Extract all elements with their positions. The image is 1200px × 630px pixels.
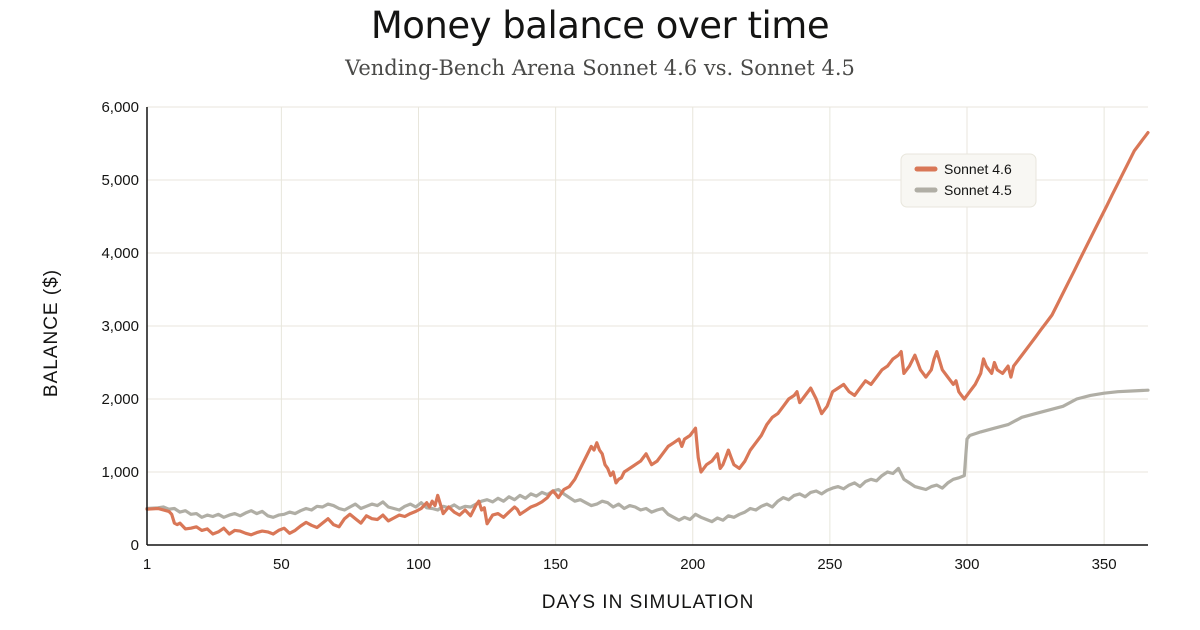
axes — [146, 107, 1148, 546]
series-lines — [145, 131, 1150, 537]
x-axis-title: DAYS IN SIMULATION — [542, 592, 755, 613]
y-tick-label: 5,000 — [101, 172, 139, 189]
y-tick-label: 0 — [131, 537, 139, 554]
legend-label-sonnet-4-6: Sonnet 4.6 — [944, 161, 1012, 177]
x-tick-label: 150 — [543, 556, 568, 573]
series-line-sonnet-4-5 — [145, 388, 1150, 524]
chart-subtitle: Vending-Bench Arena Sonnet 4.6 vs. Sonne… — [345, 56, 855, 80]
x-tick-label: 300 — [954, 556, 979, 573]
y-axis-title: BALANCE ($) — [41, 269, 62, 397]
legend-label-sonnet-4-5: Sonnet 4.5 — [944, 182, 1012, 198]
series-line-sonnet-4-6 — [145, 131, 1150, 537]
x-tick-label: 250 — [817, 556, 842, 573]
x-tick-label: 350 — [1092, 556, 1117, 573]
x-tick-label: 200 — [680, 556, 705, 573]
x-tick-label: 1 — [143, 556, 151, 573]
legend: Sonnet 4.6 Sonnet 4.5 — [900, 153, 1037, 208]
grid-lines — [147, 106, 1148, 545]
y-tick-label: 4,000 — [101, 245, 139, 262]
y-tick-labels: 0 1,000 2,000 3,000 4,000 5,000 6,000 — [101, 99, 139, 554]
y-tick-label: 6,000 — [101, 99, 139, 116]
y-tick-label: 1,000 — [101, 464, 139, 481]
x-tick-label: 50 — [273, 556, 290, 573]
chart-title: Money balance over time — [370, 4, 830, 47]
y-tick-label: 2,000 — [101, 391, 139, 408]
x-tick-labels: 1 50 100 150 200 250 300 350 — [143, 556, 1117, 573]
y-tick-label: 3,000 — [101, 318, 139, 335]
x-tick-label: 100 — [406, 556, 431, 573]
